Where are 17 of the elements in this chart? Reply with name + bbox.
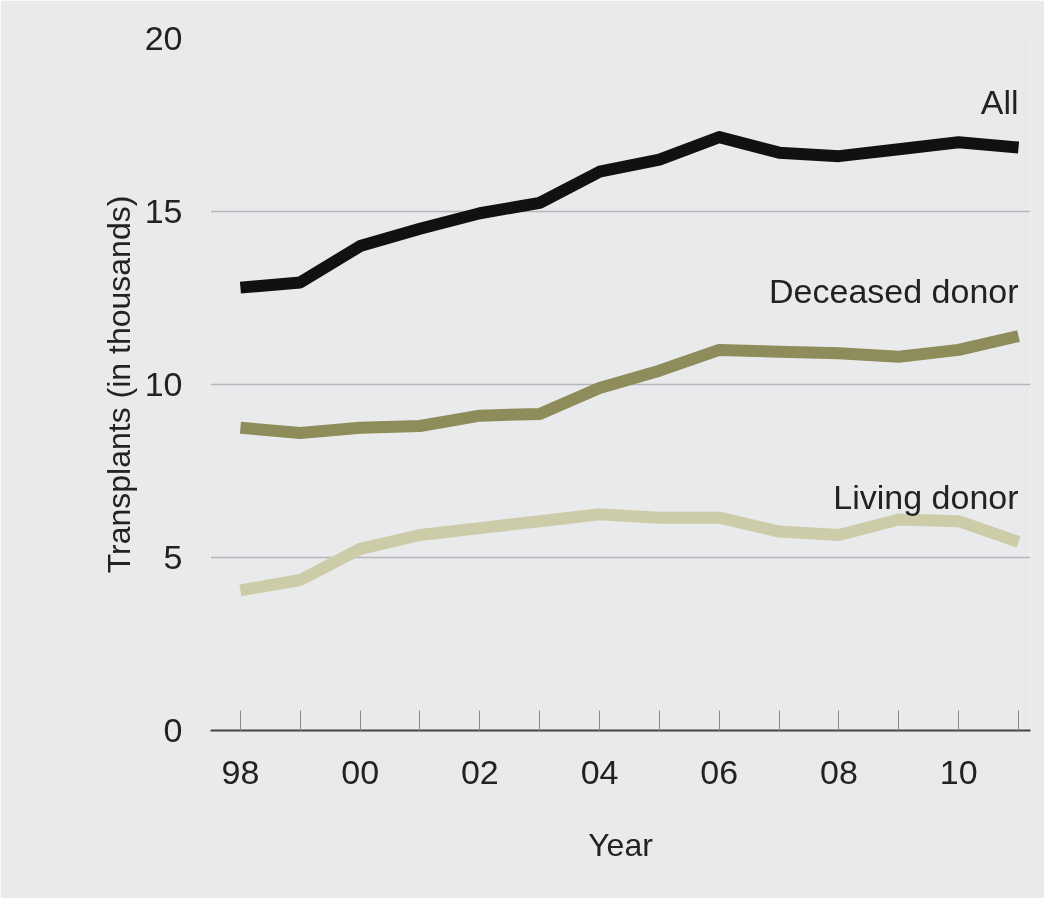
y-tick-label: 15 [144, 192, 183, 230]
x-tick-label: 98 [221, 752, 260, 791]
y-tick-label: 20 [144, 19, 183, 57]
y-tick-label: 5 [163, 538, 183, 576]
x-tick-label: 10 [939, 752, 978, 791]
x-tick-label: 02 [460, 752, 499, 791]
y-tick-label: 0 [163, 711, 183, 749]
x-axis-title: Year [588, 826, 654, 863]
x-tick-label: 00 [341, 752, 380, 791]
x-tick-label: 06 [700, 752, 739, 791]
series-label: Living donor [833, 477, 1019, 516]
x-tick-label: 08 [820, 752, 858, 791]
y-tick-label: 10 [144, 365, 183, 403]
x-tick-label: 04 [580, 752, 619, 791]
y-axis-title: Transplants (in thousands) [100, 195, 137, 574]
series-label: Deceased donor [769, 272, 1019, 311]
series-label: All [980, 83, 1019, 122]
